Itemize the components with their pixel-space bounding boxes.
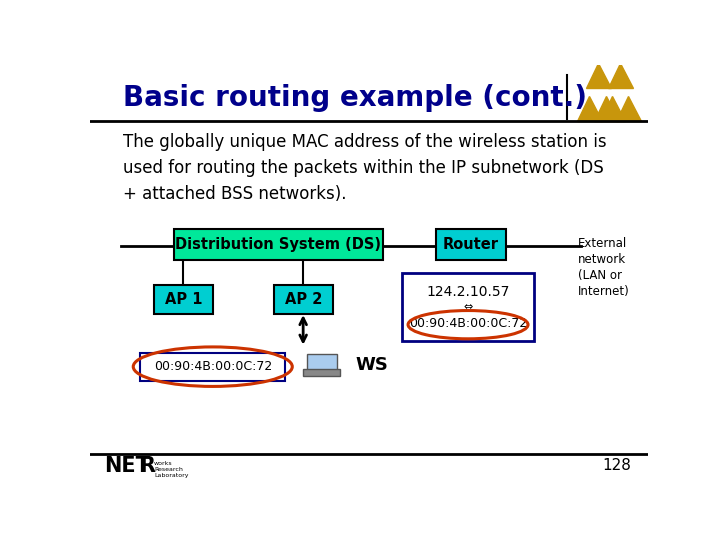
FancyBboxPatch shape [174, 229, 383, 260]
Text: Basic routing example (cont.): Basic routing example (cont.) [124, 84, 588, 112]
FancyBboxPatch shape [436, 229, 505, 260]
FancyBboxPatch shape [307, 354, 337, 371]
FancyBboxPatch shape [274, 285, 333, 314]
Text: 00:90:4B:00:0C:72: 00:90:4B:00:0C:72 [409, 317, 527, 330]
Text: 128: 128 [603, 458, 631, 472]
FancyBboxPatch shape [140, 353, 285, 381]
Text: 00:90:4B:00:0C:72: 00:90:4B:00:0C:72 [153, 360, 272, 373]
Text: AP 2: AP 2 [284, 292, 322, 307]
FancyBboxPatch shape [402, 273, 534, 341]
FancyBboxPatch shape [303, 369, 340, 376]
Text: NET: NET [104, 456, 150, 476]
Text: WS: WS [355, 356, 388, 374]
FancyBboxPatch shape [154, 285, 213, 314]
Text: works
Research
Laboratory: works Research Laboratory [154, 461, 189, 478]
Text: AP 1: AP 1 [165, 292, 202, 307]
Text: R: R [139, 456, 155, 476]
Text: Router: Router [443, 237, 499, 252]
Text: 124.2.10.57: 124.2.10.57 [426, 285, 510, 299]
Text: ⇔: ⇔ [464, 302, 473, 312]
Text: Distribution System (DS): Distribution System (DS) [176, 237, 382, 252]
Text: The globally unique MAC address of the wireless station is
used for routing the : The globally unique MAC address of the w… [124, 133, 607, 203]
Text: External
network
(LAN or
Internet): External network (LAN or Internet) [578, 238, 630, 299]
